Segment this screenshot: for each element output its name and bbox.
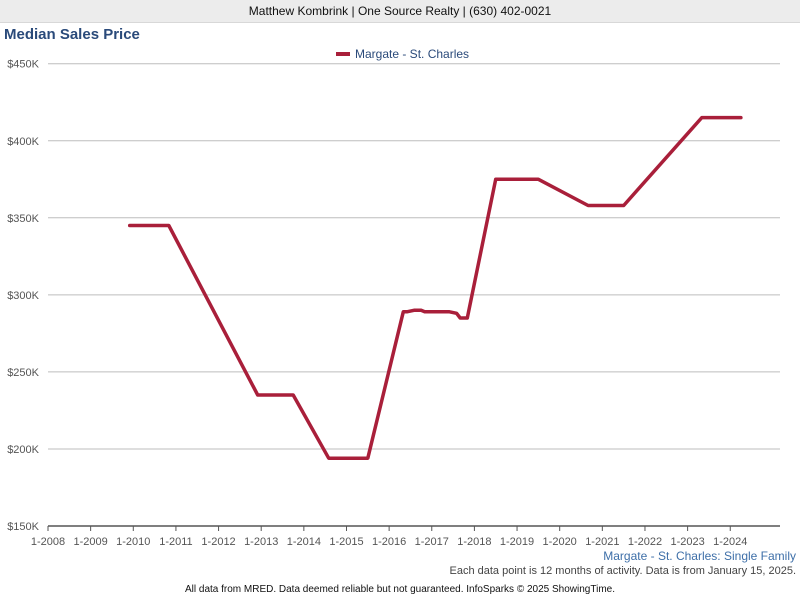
x-tick-label: 1-2020 (543, 536, 577, 548)
x-tick-label: 1-2011 (159, 536, 192, 548)
x-tick-label: 1-2016 (372, 536, 406, 548)
chart-title: Median Sales Price (4, 26, 140, 43)
x-tick-label: 1-2021 (585, 536, 619, 548)
x-tick-label: 1-2022 (628, 536, 662, 548)
x-tick-label: 1-2008 (31, 536, 65, 548)
x-tick-label: 1-2018 (457, 536, 491, 548)
x-tick-label: 1-2010 (116, 536, 150, 548)
y-tick-label: $300K (7, 290, 39, 302)
x-tick-label: 1-2023 (670, 536, 704, 548)
data-note: Each data point is 12 months of activity… (449, 565, 796, 577)
x-tick-label: 1-2015 (329, 536, 363, 548)
x-tick-label: 1-2014 (287, 536, 321, 548)
y-tick-label: $250K (7, 367, 39, 379)
y-tick-label: $350K (7, 213, 39, 225)
x-tick-label: 1-2019 (500, 536, 534, 548)
legend-label: Margate - St. Charles (355, 47, 469, 61)
x-tick-label: 1-2009 (74, 536, 108, 548)
y-tick-label: $150K (7, 521, 39, 533)
series-line (127, 115, 743, 460)
y-tick-label: $200K (7, 444, 39, 456)
x-tick-label: 1-2017 (415, 536, 449, 548)
data-credit: All data from MRED. Data deemed reliable… (184, 584, 615, 595)
y-tick-label: $400K (7, 136, 39, 148)
agent-contact-header: Matthew Kombrink | One Source Realty | (… (0, 0, 800, 23)
x-tick-label: 1-2013 (244, 536, 278, 548)
x-tick-label: 1-2024 (713, 536, 747, 548)
series-footnote: Margate - St. Charles: Single Family (603, 549, 796, 563)
x-tick-label: 1-2012 (201, 536, 235, 548)
y-tick-label: $450K (7, 59, 39, 71)
